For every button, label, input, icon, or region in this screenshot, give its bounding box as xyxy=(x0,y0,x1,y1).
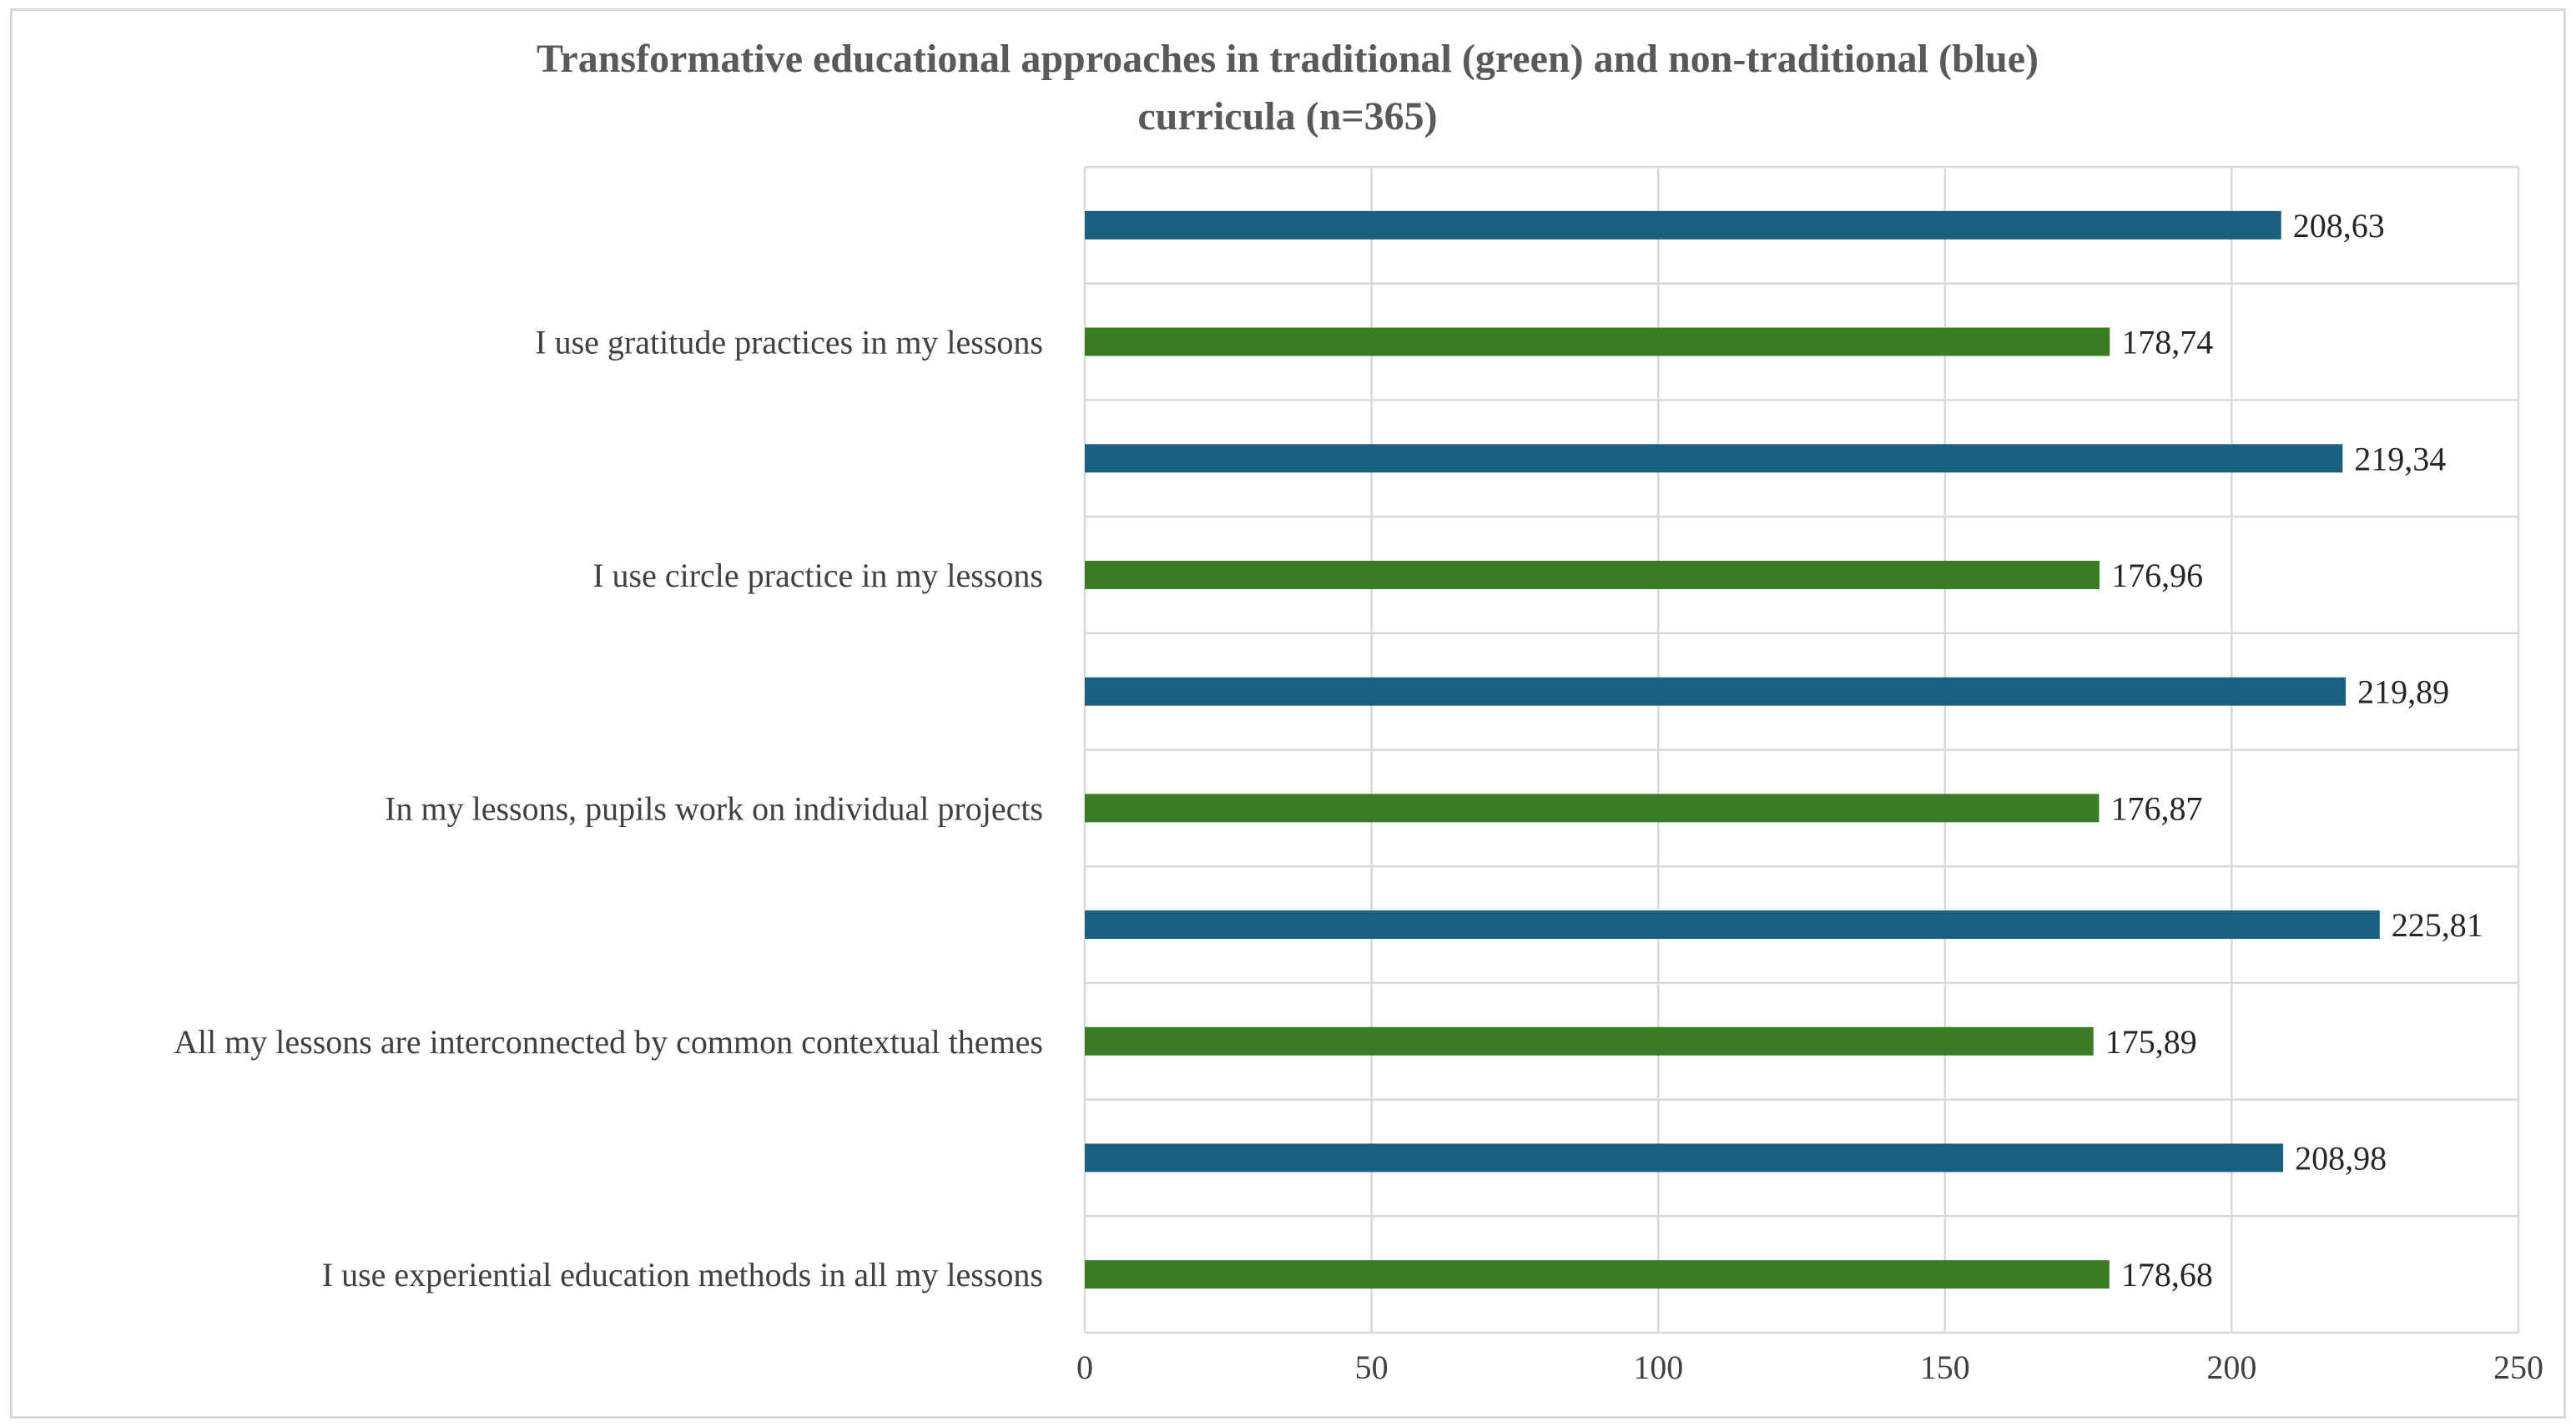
chart-title-line-2: curricula (n=365) xyxy=(1137,94,1437,139)
chart-frame xyxy=(10,8,2566,1419)
bar-traditional xyxy=(1085,327,2110,356)
category-label: I use experiential education methods in … xyxy=(322,1256,1043,1293)
bar-layer xyxy=(1085,210,2380,1289)
data-label: 225,81 xyxy=(2392,906,2483,944)
bar-traditional xyxy=(1085,794,2100,823)
data-label: 208,98 xyxy=(2295,1139,2387,1177)
data-label: 175,89 xyxy=(2105,1023,2197,1061)
bar-traditional xyxy=(1085,1260,2110,1289)
category-label: I use gratitude practices in my lessons xyxy=(535,324,1043,361)
bar-non-traditional xyxy=(1085,444,2343,473)
bar-non-traditional xyxy=(1085,1143,2284,1172)
grid-layer xyxy=(1083,165,2520,1334)
chart-title-line-1: Transformative educational approaches in… xyxy=(537,37,2039,81)
bar-non-traditional xyxy=(1085,910,2380,940)
category-label: All my lessons are interconnected by com… xyxy=(174,1023,1043,1061)
x-tick-label: 250 xyxy=(2493,1349,2543,1386)
x-tick-label: 0 xyxy=(1076,1349,1093,1386)
data-label: 178,68 xyxy=(2121,1256,2213,1293)
x-tick-label: 200 xyxy=(2206,1349,2256,1386)
data-label: 178,74 xyxy=(2121,324,2213,361)
bar-non-traditional xyxy=(1085,677,2347,706)
label-layer: 0 50 100 150 200 250 208,63 178,74 I use gratitu… xyxy=(174,207,2543,1386)
bar-traditional xyxy=(1085,560,2100,589)
bar-traditional xyxy=(1085,1026,2094,1056)
data-label: 176,96 xyxy=(2111,557,2203,594)
data-label: 219,34 xyxy=(2354,440,2446,477)
bar-non-traditional xyxy=(1085,210,2281,240)
x-tick-label: 50 xyxy=(1355,1349,1389,1386)
category-label: In my lessons, pupils work on individual… xyxy=(385,789,1043,827)
x-tick-label: 100 xyxy=(1633,1349,1683,1386)
category-label: I use circle practice in my lessons xyxy=(592,557,1043,594)
x-tick-label: 150 xyxy=(1920,1349,1970,1386)
data-label: 219,89 xyxy=(2357,673,2449,711)
data-label: 176,87 xyxy=(2110,789,2202,827)
data-label: 208,63 xyxy=(2293,207,2385,245)
